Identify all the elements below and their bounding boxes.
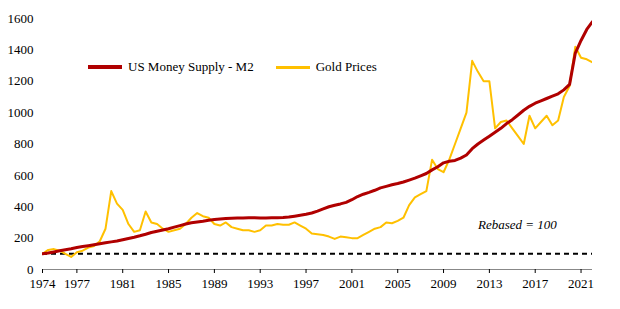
svg-text:1000: 1000 xyxy=(8,105,34,120)
svg-text:2001: 2001 xyxy=(339,276,365,291)
html-text:Rebased = 100: Rebased = 100 xyxy=(478,217,557,232)
svg-text:1985: 1985 xyxy=(156,276,182,291)
svg-text:1977: 1977 xyxy=(64,276,91,291)
svg-text:1997: 1997 xyxy=(293,276,320,291)
svg-text:1974: 1974 xyxy=(30,276,57,291)
svg-text:1600: 1600 xyxy=(8,11,34,26)
svg-text:2017: 2017 xyxy=(522,276,549,291)
svg-text:0: 0 xyxy=(27,262,34,277)
svg-text:2009: 2009 xyxy=(431,276,457,291)
svg-text:1200: 1200 xyxy=(8,73,34,88)
svg-text:400: 400 xyxy=(14,199,34,214)
svg-text:2005: 2005 xyxy=(385,276,411,291)
svg-text:1981: 1981 xyxy=(110,276,136,291)
svg-text:1993: 1993 xyxy=(247,276,273,291)
svg-text:1400: 1400 xyxy=(8,42,34,57)
svg-text:200: 200 xyxy=(14,230,34,245)
svg-text:2021: 2021 xyxy=(568,276,594,291)
svg-text:800: 800 xyxy=(14,136,34,151)
html-text:Gold Prices: Gold Prices xyxy=(315,59,377,74)
html-text:US Money Supply - M2: US Money Supply - M2 xyxy=(128,59,254,74)
svg-text:600: 600 xyxy=(14,168,34,183)
svg-text:1989: 1989 xyxy=(201,276,227,291)
svg-text:2013: 2013 xyxy=(476,276,502,291)
